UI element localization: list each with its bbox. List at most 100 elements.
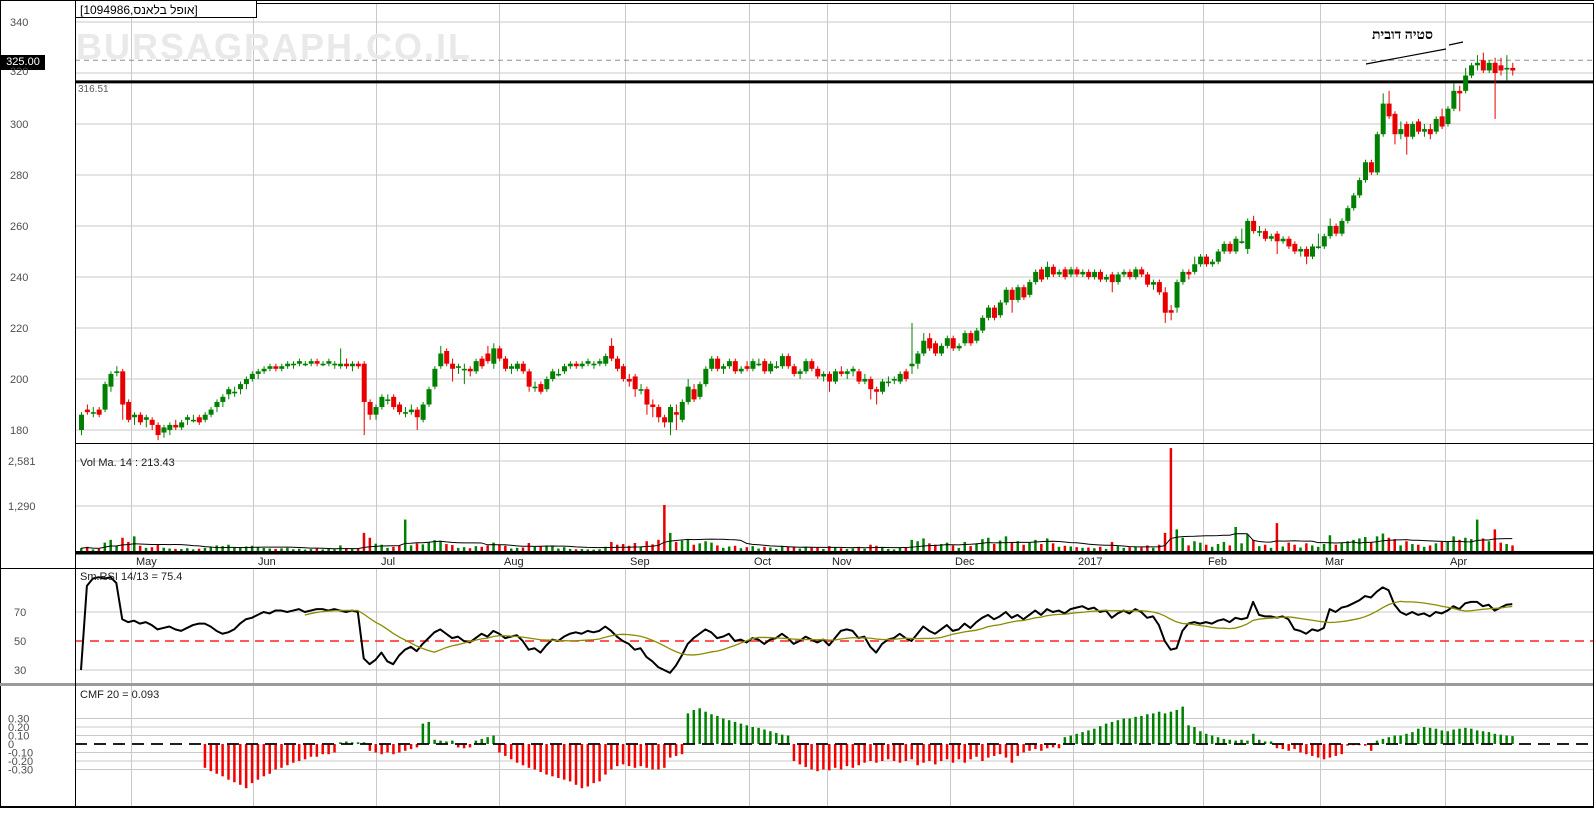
cmf-bar [1105, 724, 1108, 744]
candle-body [868, 379, 873, 389]
candle-body [397, 405, 402, 413]
candle-body [1387, 104, 1392, 117]
volume-bar [557, 549, 560, 551]
cmf-bar [221, 744, 224, 776]
candle-body [856, 371, 861, 381]
price-tick-label: 340 [10, 17, 28, 29]
candle-body [692, 389, 697, 399]
volume-bar [1476, 520, 1479, 551]
cmf-bar [999, 744, 1002, 754]
volume-bar [392, 547, 395, 551]
candle-body [644, 389, 649, 404]
cmf-bar [280, 744, 283, 768]
volume-bar [1376, 536, 1379, 551]
volume-bar [863, 549, 866, 551]
candle-body [1369, 162, 1374, 172]
bearish-divergence-annotation: סטיה דובית [1372, 28, 1433, 44]
candle-body [792, 366, 797, 374]
candle-body [1322, 236, 1327, 246]
volume-bar [1399, 545, 1402, 551]
candle-body [1304, 249, 1309, 257]
cmf-bar [569, 744, 572, 781]
candle-body [509, 366, 514, 369]
cmf-bar [610, 744, 613, 770]
candle-body [1051, 267, 1056, 275]
candle-body [915, 354, 920, 364]
candle-body [344, 364, 349, 367]
volume-bar [292, 549, 295, 551]
cmf-bar [969, 744, 972, 759]
volume-bar [551, 546, 554, 551]
cmf-bar [1117, 720, 1120, 744]
volume-bar [445, 544, 448, 551]
volume-bar [1429, 545, 1432, 551]
cmf-bar [875, 744, 878, 763]
candle-body [1292, 244, 1297, 252]
volume-tick-label: 2,581 [8, 456, 36, 468]
candle-body [1275, 234, 1280, 242]
candle-body [968, 333, 973, 343]
candle-body [1074, 269, 1079, 274]
volume-bar [1064, 546, 1067, 551]
cmf-bar [722, 719, 725, 745]
candle-body [1410, 124, 1415, 137]
volume-bar [327, 549, 330, 551]
cmf-bar [1305, 744, 1308, 754]
volume-bar [386, 548, 389, 551]
volume-bar [675, 542, 678, 551]
cmf-bar [1022, 744, 1025, 753]
candle-body [220, 397, 225, 402]
volume-bar [663, 505, 666, 551]
candle-body [238, 384, 243, 389]
cmf-bar [1217, 737, 1220, 744]
volume-bar [1258, 546, 1261, 551]
volume-bar [763, 547, 766, 551]
volume-bar [486, 545, 489, 551]
volume-bar [610, 542, 613, 551]
candle-body [303, 364, 308, 366]
cmf-bar [598, 744, 601, 781]
cmf-bar [522, 744, 525, 765]
cmf-bar [958, 744, 961, 759]
volume-bar [575, 549, 578, 551]
volume-bar [628, 546, 631, 551]
cmf-bar [422, 724, 425, 744]
background [0, 0, 1594, 814]
volume-bar [109, 540, 112, 551]
candle-body [232, 392, 237, 394]
bottom-border [0, 806, 1594, 808]
volume-bar [728, 546, 731, 551]
candle-body [1204, 257, 1209, 265]
candle-body [733, 361, 738, 371]
cmf-bar [375, 744, 378, 753]
cmf-bar [404, 744, 407, 751]
cmf-bar [1323, 744, 1326, 759]
cmf-bar [392, 744, 395, 754]
volume-bar [563, 547, 566, 551]
volume-bar [139, 546, 142, 551]
candle-body [1498, 65, 1503, 70]
volume-bar [581, 549, 584, 551]
cmf-bar [1070, 736, 1073, 745]
volume-bar [922, 538, 925, 551]
candle-body [244, 379, 249, 384]
cmf-bar [1287, 744, 1290, 751]
volume-bar [1140, 548, 1143, 551]
volume-bar [693, 545, 696, 551]
candle-body [450, 364, 455, 369]
candle-body [821, 374, 826, 377]
cmf-tick-label: -0.30 [8, 765, 33, 777]
watermark: BURSAGRAPH.CO.IL [76, 26, 472, 68]
cmf-bar [1399, 736, 1402, 745]
price-tick-label: 180 [10, 425, 28, 437]
candle-body [1286, 239, 1291, 247]
candle-body [898, 374, 903, 382]
volume-bar [964, 542, 967, 551]
volume-bar [1293, 545, 1296, 551]
candle-body [91, 412, 96, 414]
candle-body [951, 338, 956, 348]
volume-bar [1052, 543, 1055, 551]
candle-body [279, 366, 284, 369]
price-tick-label: 240 [10, 272, 28, 284]
cmf-bar [1187, 725, 1190, 744]
